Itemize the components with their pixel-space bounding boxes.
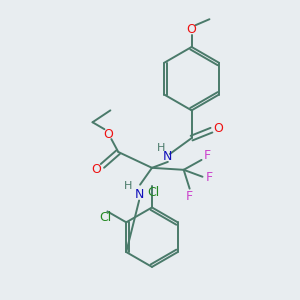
Text: H: H — [157, 143, 165, 153]
Text: Cl: Cl — [147, 186, 159, 199]
Text: N: N — [134, 188, 144, 201]
Text: O: O — [213, 122, 223, 135]
Text: F: F — [206, 171, 213, 184]
Text: F: F — [204, 149, 211, 162]
Text: F: F — [186, 190, 193, 203]
Text: N: N — [163, 150, 172, 164]
Text: O: O — [92, 163, 101, 176]
Text: H: H — [124, 181, 132, 191]
Text: Cl: Cl — [99, 211, 112, 224]
Text: O: O — [103, 128, 113, 141]
Text: O: O — [187, 22, 196, 36]
